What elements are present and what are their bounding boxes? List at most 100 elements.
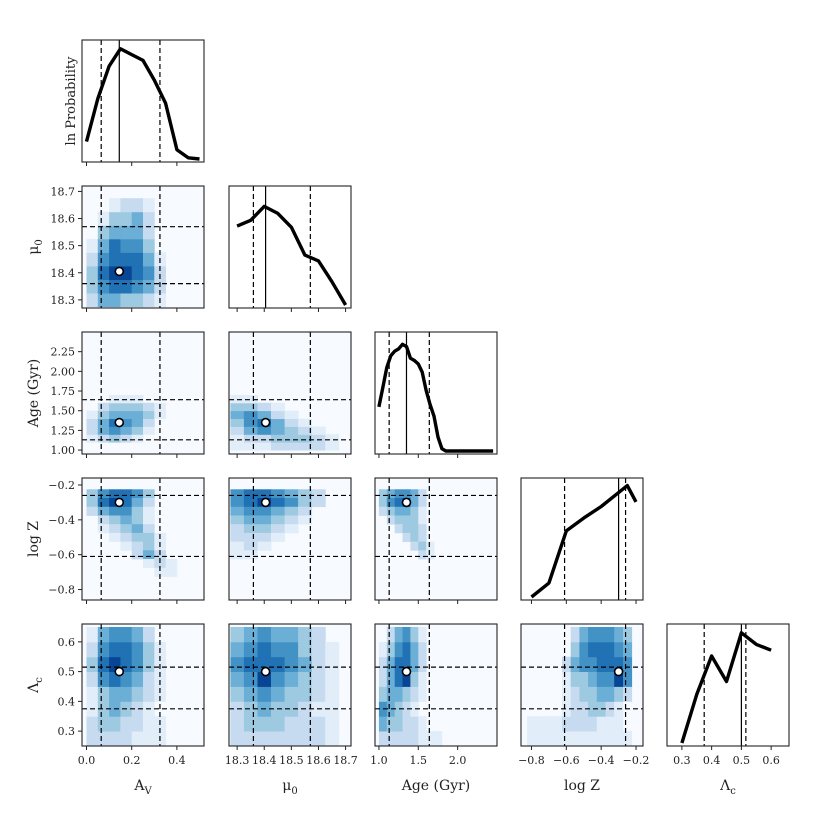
heatmap-cell: [402, 489, 411, 499]
heatmap-cell: [131, 211, 144, 226]
heatmap-cell: [410, 656, 419, 672]
y-tick-label: 18.5: [51, 240, 76, 253]
heatmap-cell: [418, 489, 427, 499]
heatmap-cell: [394, 656, 403, 672]
heatmap-cell: [86, 434, 99, 443]
heatmap-cell: [143, 225, 155, 240]
heatmap-cell: [154, 266, 166, 280]
heatmap-cell: [257, 716, 272, 732]
heatmap-cell: [131, 541, 144, 551]
heatmap-cell: [143, 252, 155, 267]
heatmap-cell: [298, 506, 313, 516]
heatmap-cell: [271, 716, 285, 732]
panel-3-2: [374, 477, 498, 604]
y-tick-label: 18.3: [51, 294, 76, 307]
heatmap-cell: [298, 418, 313, 427]
best-fit-point: [114, 266, 125, 277]
heatmap-cell: [86, 627, 99, 643]
heatmap-cell: [86, 686, 99, 702]
heatmap-cell: [271, 515, 285, 525]
heatmap-cell: [131, 627, 144, 643]
heatmap-cell: [271, 671, 285, 687]
heatmap-cell: [120, 498, 133, 508]
heatmap-cell: [284, 656, 299, 672]
heatmap-cell: [97, 731, 110, 746]
heatmap-cell: [257, 731, 272, 746]
heatmap-cell: [378, 641, 388, 658]
heatmap-cell: [418, 641, 427, 658]
heatmap-cell: [570, 716, 580, 732]
heatmap-cell: [97, 402, 110, 412]
heatmap-cell: [378, 731, 388, 746]
heatmap-cell: [243, 395, 258, 404]
heatmap-cell: [298, 641, 313, 658]
heatmap-cell: [131, 550, 144, 560]
heatmap-cell: [378, 506, 388, 516]
heatmap-cell: [109, 198, 121, 213]
heatmap-cell: [311, 434, 326, 443]
heatmap-cell: [120, 731, 133, 746]
heatmap-cell: [386, 701, 396, 717]
heatmap-cell: [230, 550, 245, 560]
heatmap-cell: [596, 686, 606, 702]
heatmap-cell: [596, 716, 606, 732]
heatmap-cell: [109, 731, 121, 746]
heatmap-cell: [131, 731, 144, 746]
heatmap-cell: [402, 686, 411, 702]
heatmap-cell: [271, 442, 285, 451]
heatmap-cell: [311, 656, 326, 672]
panel-4-1: 18.3 18.4 18.5 18.6 18.7: [225, 623, 358, 767]
heatmap-cell: [120, 656, 133, 672]
heatmap-cell: [311, 686, 326, 702]
heatmap-cell: [131, 434, 144, 443]
heatmap-cell: [402, 515, 411, 525]
heatmap-cell: [109, 627, 121, 643]
heatmap-cell: [120, 418, 133, 427]
panel-1-0: 18.3 18.4 18.5 18.6 18.7 μ0: [26, 185, 205, 312]
panel-2-1: [228, 331, 352, 458]
heatmap-cell: [271, 506, 285, 516]
heatmap-cell: [109, 238, 121, 253]
heatmap-cell: [410, 686, 419, 702]
heatmap-cell: [378, 716, 388, 732]
heatmap-cell: [109, 656, 121, 672]
panel-frame: [374, 331, 498, 455]
heatmap-cell: [143, 238, 155, 253]
heatmap-cell: [243, 524, 258, 534]
heatmap-cell: [623, 671, 633, 687]
heatmap-cell: [143, 627, 155, 643]
heatmap-cell: [284, 506, 299, 516]
heatmap-cell: [97, 524, 110, 534]
heatmap-cell: [230, 686, 245, 702]
heatmap-cell: [410, 506, 419, 516]
panel-3-0: −0.8 −0.6 −0.4 −0.2 log Z: [26, 477, 205, 604]
heatmap-cell: [143, 532, 155, 542]
heatmap-cell: [410, 671, 419, 687]
heatmap-cell: [120, 524, 133, 534]
panel-1-1: [228, 185, 352, 312]
heatmap-cell: [143, 731, 155, 746]
heatmap-cell: [257, 515, 272, 525]
heatmap-cell: [165, 567, 178, 577]
heatmap-cell: [120, 410, 133, 419]
heatmap-cell: [284, 410, 299, 419]
heatmap-cell: [271, 426, 285, 435]
heatmap-cell: [109, 671, 121, 687]
y-tick-label: −0.6: [48, 549, 75, 562]
heatmap-cell: [614, 716, 624, 732]
heatmap-cell: [257, 410, 272, 419]
heatmap-cell: [271, 656, 285, 672]
heatmap-cell: [418, 716, 427, 732]
heatmap-cell: [298, 515, 313, 525]
heatmap-cell: [109, 524, 121, 534]
heatmap-cell: [143, 279, 155, 294]
heatmap-cell: [97, 489, 110, 499]
heatmap-cell: [257, 402, 272, 412]
heatmap-cell: [311, 627, 326, 643]
heatmap-cell: [120, 641, 133, 658]
panel-3-1: [228, 477, 352, 604]
heatmap-cell: [243, 498, 258, 508]
heatmap-cell: [97, 238, 110, 253]
heatmap-cell: [143, 211, 155, 226]
heatmap-cell: [418, 541, 427, 551]
